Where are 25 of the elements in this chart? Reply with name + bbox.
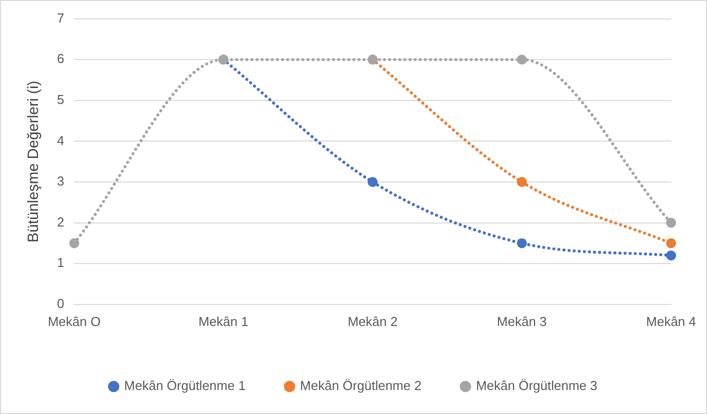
point xyxy=(666,238,676,248)
y-tick-label: 1 xyxy=(56,255,64,270)
point xyxy=(516,238,527,248)
y-tick-label: 0 xyxy=(56,296,64,311)
point xyxy=(516,177,527,187)
legend-label: Mekân Örgütlenme 2 xyxy=(300,378,422,394)
point xyxy=(666,218,676,228)
x-tick-label: Mekân 1 xyxy=(198,314,248,329)
point xyxy=(69,238,80,248)
y-tick-label: 2 xyxy=(56,214,64,230)
x-tick-label: Mekân O xyxy=(48,314,101,329)
x-tick-label: Mekân 4 xyxy=(646,314,696,329)
point xyxy=(516,54,527,65)
legend-label: Mekân Örgütlenme 3 xyxy=(476,378,598,394)
y-tick-label: 3 xyxy=(56,174,64,189)
y-tick-label: 7 xyxy=(56,10,64,26)
point xyxy=(666,250,676,260)
y-axis-title: Bütünleşme Değerleri (i) xyxy=(25,80,42,242)
y-tick-label: 4 xyxy=(56,132,64,148)
legend-label: Mekân Örgütlenme 1 xyxy=(124,378,246,394)
y-tick-label: 6 xyxy=(56,51,64,66)
x-tick-label: Mekân 2 xyxy=(348,314,398,329)
y-tick-label: 5 xyxy=(56,92,64,107)
x-tick-label: Mekân 3 xyxy=(496,314,547,329)
point xyxy=(368,177,378,187)
